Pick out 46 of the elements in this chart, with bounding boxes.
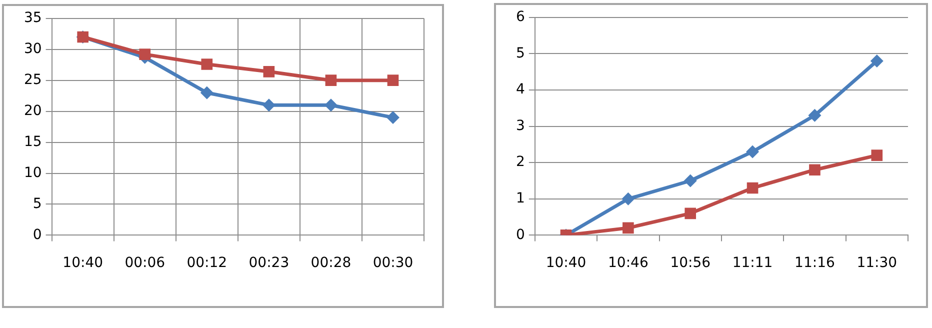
point [684, 208, 696, 220]
x-tick-label: 10:56 [670, 255, 711, 272]
point [201, 58, 213, 70]
x-tick-label: 00:12 [186, 255, 228, 272]
point [622, 222, 634, 234]
x-tick-label: 10:40 [62, 255, 104, 272]
y-tick-label: 15 [24, 134, 42, 150]
y-tick-label: 6 [516, 9, 525, 26]
point [870, 54, 884, 68]
x-tick-label: 00:06 [124, 255, 166, 272]
point [324, 98, 338, 112]
point [746, 145, 760, 158]
x-tick-label: 00:23 [248, 255, 290, 272]
y-tick-label: 5 [32, 196, 42, 212]
point [387, 74, 399, 86]
point [871, 150, 883, 161]
y-tick-label: 4 [516, 82, 525, 98]
point [262, 98, 276, 112]
y-tick-label: 25 [24, 72, 42, 88]
point [808, 108, 822, 122]
x-tick-label: 10:46 [608, 255, 648, 272]
y-tick-label: 3 [516, 118, 525, 134]
point [746, 182, 758, 194]
y-tick-label: 0 [32, 226, 42, 243]
x-tick-label: 11:16 [794, 255, 835, 272]
y-tick-label: 0 [516, 226, 525, 243]
x-tick-label: 10:40 [546, 255, 586, 272]
x-tick-label: 11:30 [856, 255, 898, 272]
y-tick-label: 5 [516, 45, 525, 62]
x-tick-label: 00:28 [310, 255, 352, 272]
point [386, 111, 400, 124]
y-tick-label: 1 [516, 190, 525, 207]
point [139, 48, 151, 60]
y-tick-label: 10 [24, 164, 42, 181]
point [325, 74, 337, 86]
point [684, 174, 697, 188]
x-tick-label: 11:11 [732, 255, 773, 272]
point [200, 86, 214, 100]
y-tick-label: 30 [24, 41, 42, 58]
y-tick-label: 2 [516, 154, 525, 170]
point [809, 164, 820, 176]
x-tick-label: 00:30 [372, 255, 414, 272]
point [622, 192, 635, 206]
y-tick-label: 20 [24, 102, 42, 119]
y-tick-label: 35 [24, 10, 42, 26]
point [263, 66, 275, 78]
